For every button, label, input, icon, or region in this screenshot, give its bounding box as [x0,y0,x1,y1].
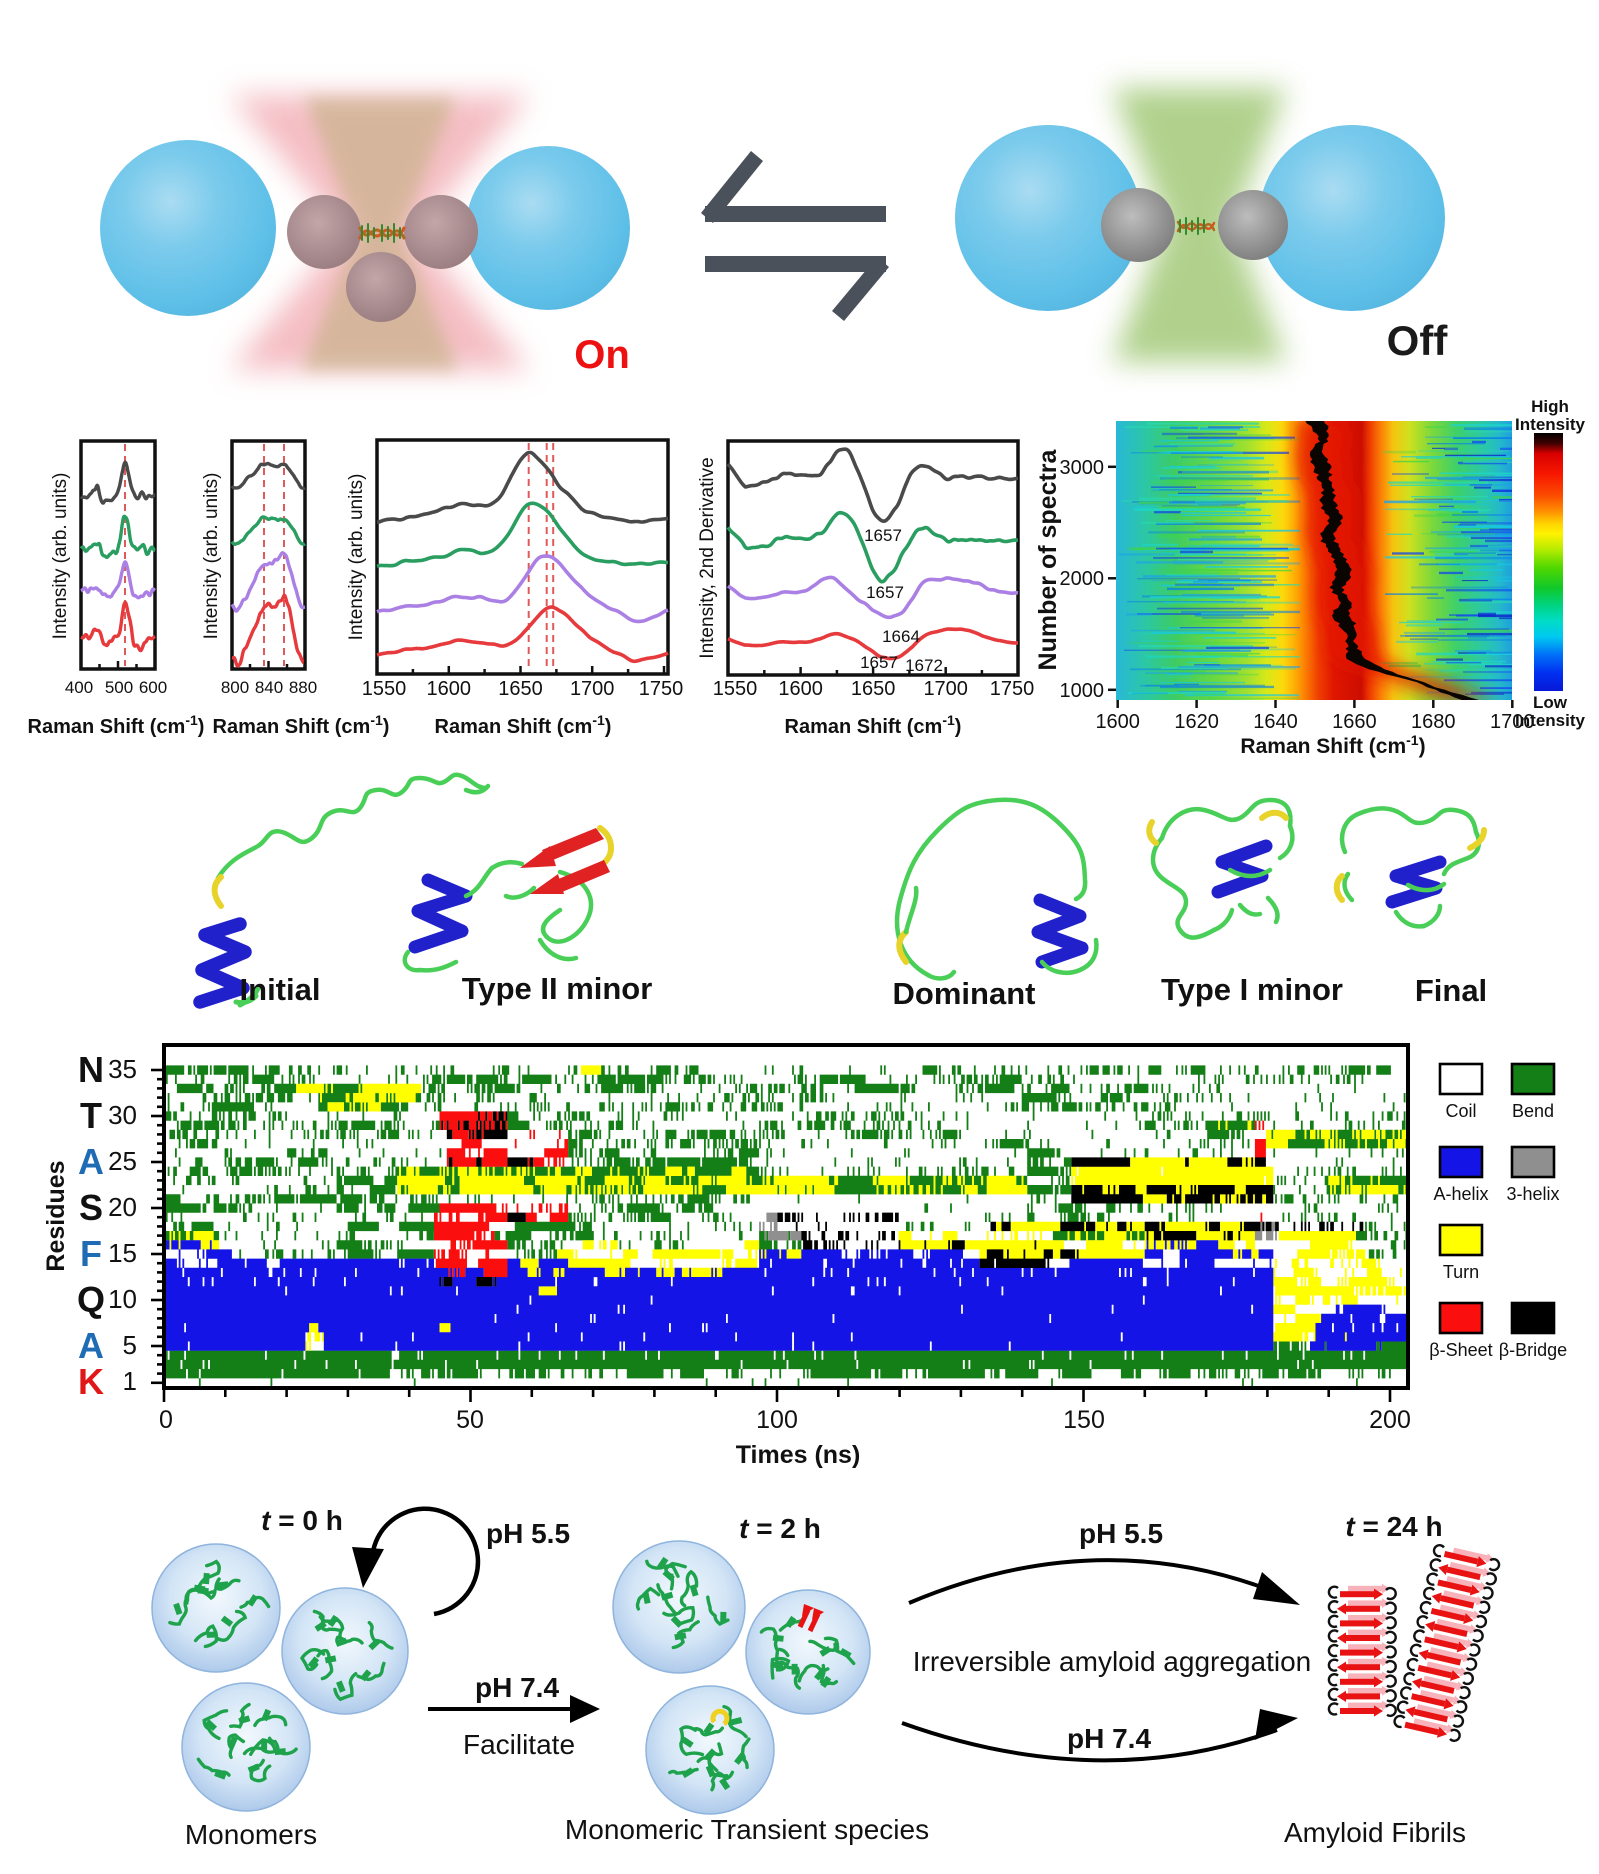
svg-text:Off: Off [1387,317,1449,364]
svg-text:1700: 1700 [1490,711,1535,733]
svg-text:50: 50 [456,1406,484,1434]
svg-text:Facilitate: Facilitate [463,1729,575,1760]
svg-text:1600: 1600 [778,678,823,700]
svg-text:Low: Low [1533,693,1568,712]
svg-text:1657: 1657 [860,653,898,672]
svg-text:30: 30 [108,1100,137,1130]
svg-text:K: K [78,1361,104,1402]
svg-text:1657: 1657 [866,583,904,602]
svg-text:400: 400 [65,678,93,697]
svg-text:Bend: Bend [1512,1101,1554,1121]
svg-text:Final: Final [1415,973,1487,1008]
svg-text:0: 0 [159,1406,173,1434]
svg-text:N: N [78,1049,104,1090]
svg-text:t = 24 h: t = 24 h [1345,1511,1442,1542]
svg-text:3-helix: 3-helix [1506,1184,1559,1204]
svg-text:3000: 3000 [1060,457,1105,479]
svg-text:Intensity, 2nd Derivative: Intensity, 2nd Derivative [697,457,718,658]
svg-text:Intensity: Intensity [1515,415,1585,434]
svg-text:t = 0 h: t = 0 h [261,1505,343,1536]
svg-text:1: 1 [123,1366,137,1396]
svg-text:On: On [574,333,630,377]
svg-text:1664: 1664 [882,627,920,646]
svg-text:25: 25 [108,1146,137,1176]
svg-text:5: 5 [123,1330,137,1360]
svg-text:Raman Shift (cm-1): Raman Shift (cm-1) [785,712,962,738]
svg-text:Coil: Coil [1445,1101,1476,1121]
svg-text:Intensity (arb. units): Intensity (arb. units) [346,474,367,641]
svg-text:pH 5.5: pH 5.5 [486,1518,570,1549]
svg-text:A: A [78,1325,104,1366]
svg-text:pH 5.5: pH 5.5 [1079,1518,1163,1549]
svg-text:Raman Shift (cm-1): Raman Shift (cm-1) [213,712,390,738]
svg-text:1672: 1672 [905,656,943,675]
svg-text:1000: 1000 [1060,680,1105,702]
svg-text:Intensity (arb. units): Intensity (arb. units) [201,473,222,640]
svg-text:20: 20 [108,1192,137,1222]
svg-text:β-Bridge: β-Bridge [1499,1340,1567,1360]
svg-text:600: 600 [139,678,167,697]
svg-text:1750: 1750 [639,678,684,700]
svg-text:15: 15 [108,1238,137,1268]
svg-text:10: 10 [108,1284,137,1314]
svg-text:Residues: Residues [42,1160,70,1271]
svg-text:High: High [1531,397,1569,416]
svg-text:F: F [80,1233,102,1274]
svg-text:S: S [79,1187,103,1228]
svg-text:2000: 2000 [1060,568,1105,590]
svg-text:1680: 1680 [1411,711,1456,733]
svg-text:β-Sheet: β-Sheet [1429,1340,1492,1360]
svg-text:Monomeric Transient species: Monomeric Transient species [565,1814,929,1845]
svg-text:1550: 1550 [713,678,758,700]
svg-text:1660: 1660 [1332,711,1377,733]
svg-text:A-helix: A-helix [1433,1184,1488,1204]
svg-text:Amyloid Fibrils: Amyloid Fibrils [1284,1817,1466,1848]
svg-text:1657: 1657 [864,526,902,545]
svg-text:200: 200 [1369,1406,1411,1434]
svg-text:1700: 1700 [923,678,968,700]
svg-text:1640: 1640 [1253,711,1298,733]
svg-text:Q: Q [77,1279,105,1320]
svg-text:t = 2 h: t = 2 h [739,1513,821,1544]
svg-text:Number of spectra: Number of spectra [1034,448,1062,670]
svg-text:1600: 1600 [427,678,472,700]
svg-text:500: 500 [105,678,133,697]
svg-text:880: 880 [289,678,317,697]
svg-text:1650: 1650 [498,678,543,700]
svg-text:Turn: Turn [1443,1262,1479,1282]
svg-text:Initial: Initial [240,972,321,1007]
svg-text:pH 7.4: pH 7.4 [1067,1723,1151,1754]
svg-text:150: 150 [1063,1406,1105,1434]
svg-text:1550: 1550 [362,678,407,700]
svg-text:Type I minor: Type I minor [1161,972,1343,1007]
svg-text:35: 35 [108,1054,137,1084]
svg-text:1650: 1650 [851,678,896,700]
svg-text:100: 100 [756,1406,798,1434]
svg-text:Raman Shift (cm-1): Raman Shift (cm-1) [28,712,205,738]
svg-text:pH 7.4: pH 7.4 [475,1672,559,1703]
svg-text:Monomers: Monomers [185,1819,317,1850]
svg-text:Irreversible amyloid aggregati: Irreversible amyloid aggregation [913,1646,1311,1677]
svg-text:Intensity (arb. units): Intensity (arb. units) [50,473,71,640]
svg-text:Dominant: Dominant [893,976,1036,1011]
svg-text:1620: 1620 [1174,711,1219,733]
svg-text:800: 800 [221,678,249,697]
svg-text:T: T [80,1095,102,1136]
svg-text:A: A [78,1141,104,1182]
svg-text:840: 840 [255,678,283,697]
svg-text:Intensity: Intensity [1515,711,1585,730]
svg-text:Raman Shift (cm-1): Raman Shift (cm-1) [435,712,612,738]
svg-text:Type II minor: Type II minor [462,971,653,1006]
svg-text:Times (ns): Times (ns) [736,1441,861,1469]
svg-text:Raman Shift (cm-1): Raman Shift (cm-1) [1240,732,1425,758]
svg-text:1750: 1750 [990,678,1035,700]
svg-text:1600: 1600 [1095,711,1140,733]
svg-text:1700: 1700 [570,678,615,700]
